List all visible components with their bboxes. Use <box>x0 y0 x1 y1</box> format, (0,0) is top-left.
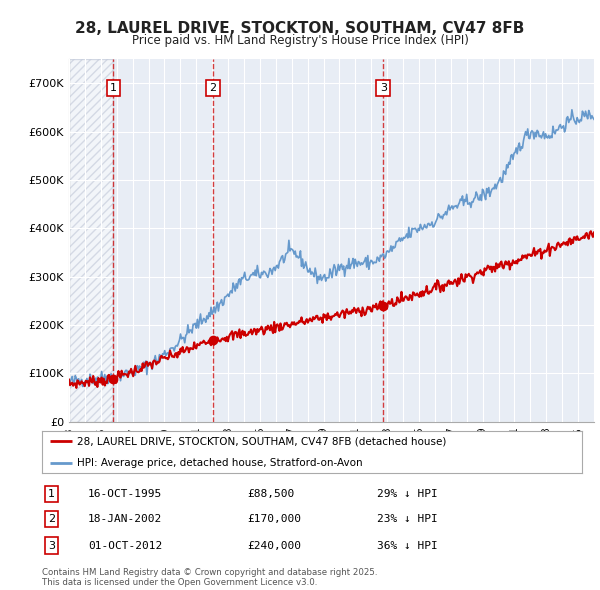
Text: 28, LAUREL DRIVE, STOCKTON, SOUTHAM, CV47 8FB: 28, LAUREL DRIVE, STOCKTON, SOUTHAM, CV4… <box>76 21 524 35</box>
Text: 16-OCT-1995: 16-OCT-1995 <box>88 489 162 499</box>
Text: Price paid vs. HM Land Registry's House Price Index (HPI): Price paid vs. HM Land Registry's House … <box>131 34 469 47</box>
Text: £88,500: £88,500 <box>247 489 295 499</box>
Text: This data is licensed under the Open Government Licence v3.0.: This data is licensed under the Open Gov… <box>42 578 317 587</box>
Text: £170,000: £170,000 <box>247 514 301 525</box>
Text: 3: 3 <box>48 540 55 550</box>
Text: 1: 1 <box>48 489 55 499</box>
Text: 01-OCT-2012: 01-OCT-2012 <box>88 540 162 550</box>
Text: 3: 3 <box>380 83 387 93</box>
Text: £240,000: £240,000 <box>247 540 301 550</box>
Text: 23% ↓ HPI: 23% ↓ HPI <box>377 514 437 525</box>
Text: HPI: Average price, detached house, Stratford-on-Avon: HPI: Average price, detached house, Stra… <box>77 458 363 467</box>
Text: 1: 1 <box>110 83 117 93</box>
Text: 18-JAN-2002: 18-JAN-2002 <box>88 514 162 525</box>
Text: 28, LAUREL DRIVE, STOCKTON, SOUTHAM, CV47 8FB (detached house): 28, LAUREL DRIVE, STOCKTON, SOUTHAM, CV4… <box>77 437 446 446</box>
Text: 36% ↓ HPI: 36% ↓ HPI <box>377 540 437 550</box>
Text: Contains HM Land Registry data © Crown copyright and database right 2025.: Contains HM Land Registry data © Crown c… <box>42 568 377 576</box>
Text: 2: 2 <box>48 514 55 525</box>
Text: 2: 2 <box>209 83 217 93</box>
Text: 29% ↓ HPI: 29% ↓ HPI <box>377 489 437 499</box>
